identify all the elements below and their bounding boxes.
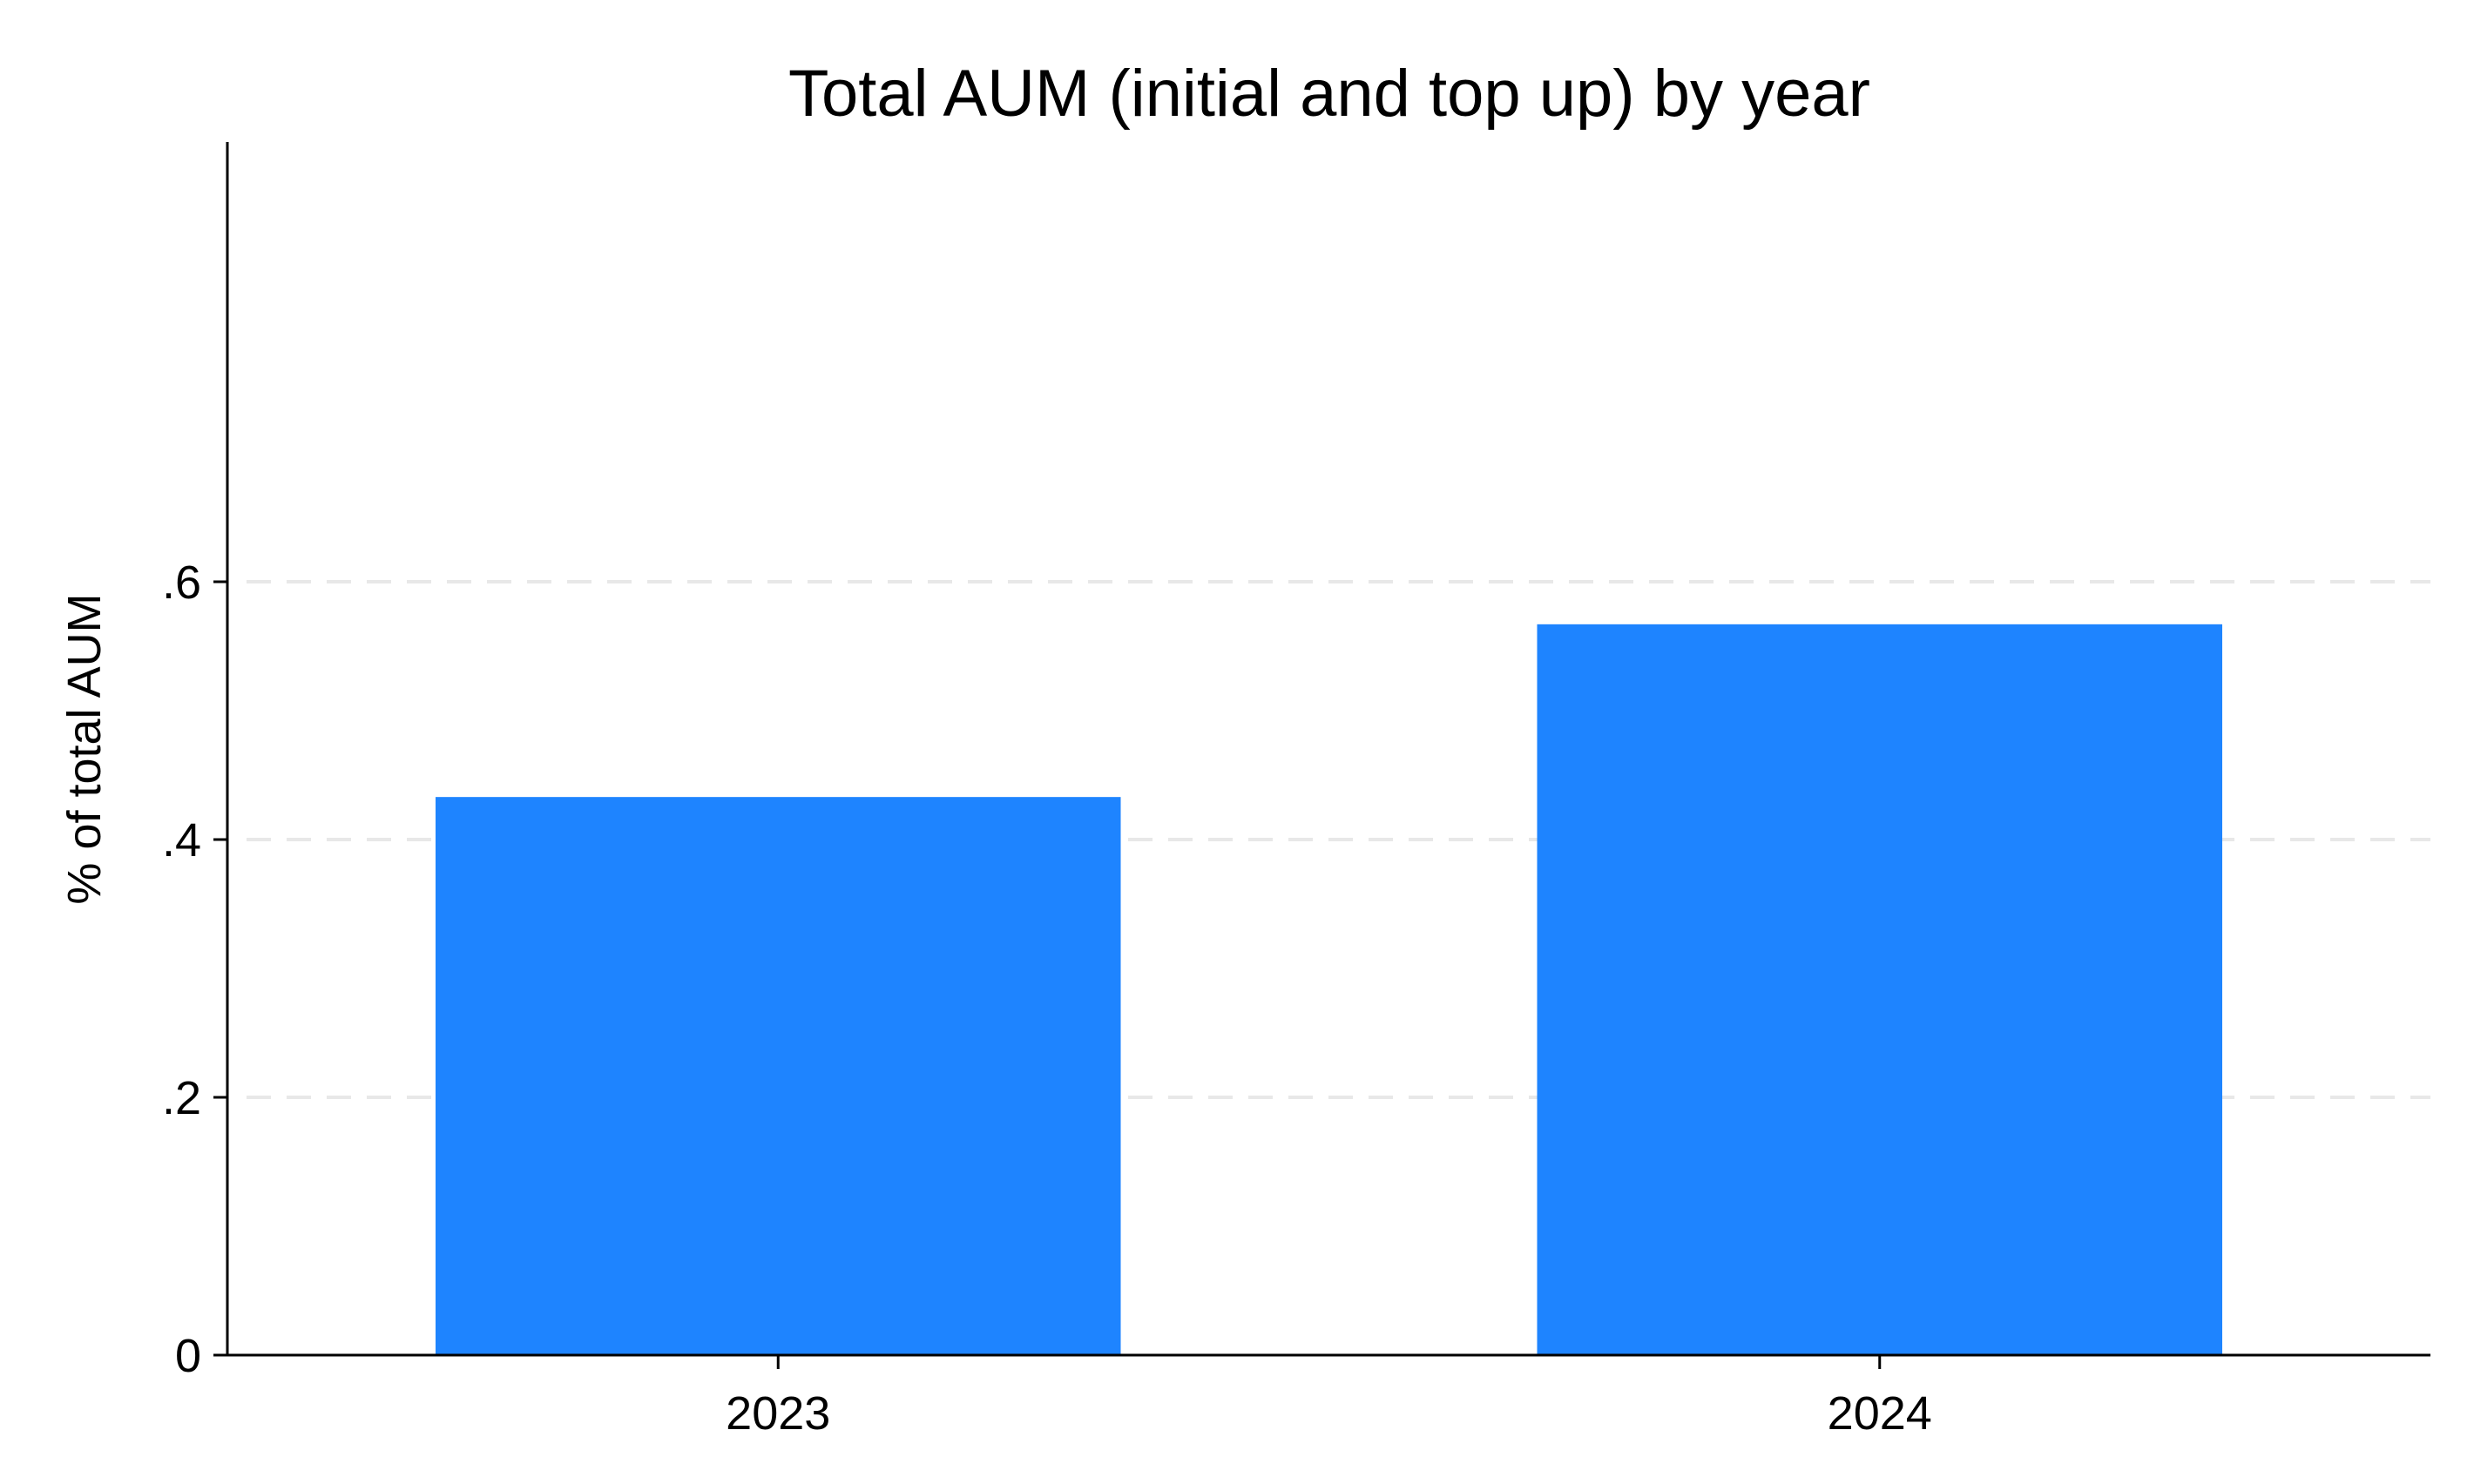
y-axis-ticks: 0 .2 .4 .6 xyxy=(162,556,227,1382)
bar-2024 xyxy=(1537,624,2223,1355)
bar-2023 xyxy=(435,797,1121,1355)
y-tick-label: .4 xyxy=(162,814,201,867)
y-axis-label: % of total AUM xyxy=(58,593,111,904)
x-tick-label: 2023 xyxy=(726,1387,830,1440)
y-tick-label: .6 xyxy=(162,556,201,609)
y-tick-label: 0 xyxy=(175,1330,201,1382)
chart-title: Total AUM (initial and top up) by year xyxy=(788,57,1870,131)
x-axis-ticks: 2023 2024 xyxy=(726,1355,1932,1440)
y-tick-label: .2 xyxy=(162,1072,201,1124)
x-tick-label: 2024 xyxy=(1828,1387,1932,1440)
bars xyxy=(435,624,2223,1355)
